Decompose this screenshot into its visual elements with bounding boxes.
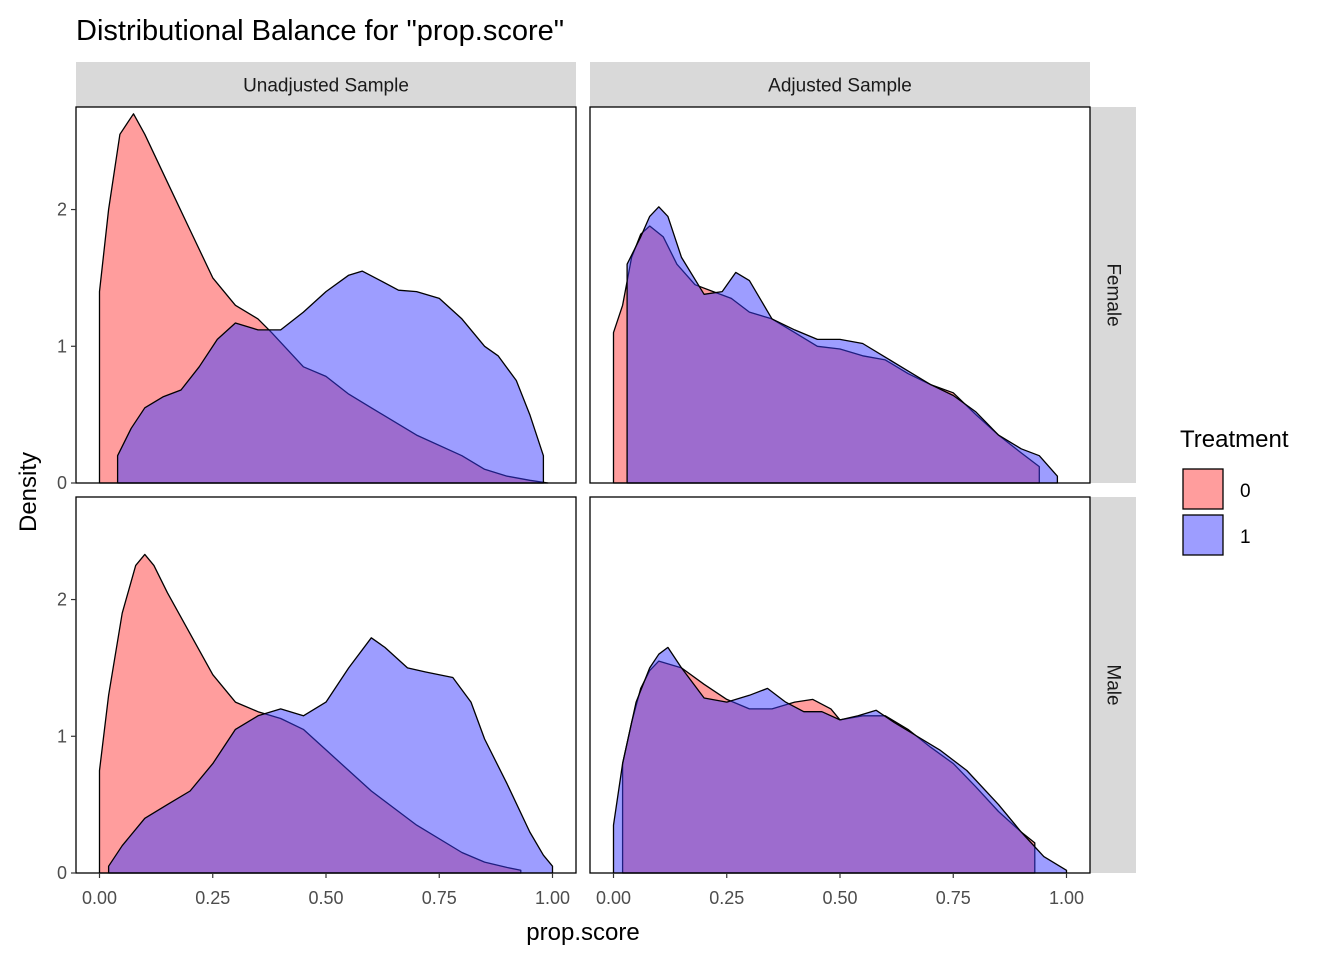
legend-item: 0 xyxy=(1181,467,1251,511)
legend-key-swatch xyxy=(1182,468,1224,510)
y-tick-label: 1 xyxy=(57,336,67,356)
legend-label: 1 xyxy=(1240,527,1251,548)
facet-panel xyxy=(589,106,1091,484)
y-tick-label: 2 xyxy=(57,590,67,610)
legend-item: 1 xyxy=(1181,513,1251,557)
column-strip: Adjusted Sample xyxy=(590,62,1090,107)
density-area-treatment-1 xyxy=(116,270,545,484)
legend-label: 0 xyxy=(1240,481,1251,502)
x-tick-label: 0.25 xyxy=(709,888,744,908)
panel-border xyxy=(75,106,577,484)
row-strip-bg xyxy=(1090,107,1136,483)
y-tick-label: 0 xyxy=(57,863,67,883)
y-tick-label: 1 xyxy=(57,726,67,746)
x-tick-label: 0.00 xyxy=(82,888,117,908)
legend-items: 01 xyxy=(1181,467,1251,557)
x-axis-title: prop.score xyxy=(526,919,639,946)
x-tick-label: 0.75 xyxy=(936,888,971,908)
panel-border xyxy=(589,106,1091,484)
facet-panel: 0 1 2 0.00 0.25 0.50 0.75 1.00 xyxy=(57,496,577,908)
row-strip-bg xyxy=(1090,497,1136,873)
density-area-treatment-1 xyxy=(626,206,1059,484)
row-strip-label: Male xyxy=(1103,664,1124,705)
x-tick-label: 0.50 xyxy=(822,888,857,908)
density-area-treatment-1 xyxy=(107,637,554,874)
legend-title: Treatment xyxy=(1180,426,1289,453)
x-tick-label: 0.00 xyxy=(596,888,631,908)
row-strip: Female xyxy=(1090,107,1136,483)
facet-panel: 0.00 0.25 0.50 0.75 1.00 xyxy=(589,496,1091,908)
x-tick-label: 1.00 xyxy=(535,888,570,908)
facet-panel: 0 1 2 xyxy=(57,106,577,493)
y-tick-label: 0 xyxy=(57,473,67,493)
x-tick-label: 0.50 xyxy=(308,888,343,908)
density-area-treatment-1 xyxy=(612,646,1068,874)
chart-title: Distributional Balance for "prop.score" xyxy=(76,15,564,47)
column-strip-bg xyxy=(590,62,1090,107)
column-strip: Unadjusted Sample xyxy=(76,62,576,107)
x-tick-label: 0.25 xyxy=(195,888,230,908)
y-tick-label: 2 xyxy=(57,200,67,220)
x-tick-label: 1.00 xyxy=(1049,888,1084,908)
row-strip: Male xyxy=(1090,497,1136,873)
legend: Treatment 01 xyxy=(1180,426,1289,557)
panels-layer: Unadjusted Sample Adjusted Sample Female Ma… xyxy=(57,62,1136,908)
legend-key-swatch xyxy=(1182,514,1224,556)
x-tick-label: 0.75 xyxy=(422,888,457,908)
y-axis-title: Density xyxy=(15,452,42,532)
column-strip-label: Adjusted Sample xyxy=(768,76,912,97)
row-strip-label: Female xyxy=(1103,263,1124,326)
column-strip-label: Unadjusted Sample xyxy=(243,76,409,97)
column-strip-bg xyxy=(76,62,576,107)
